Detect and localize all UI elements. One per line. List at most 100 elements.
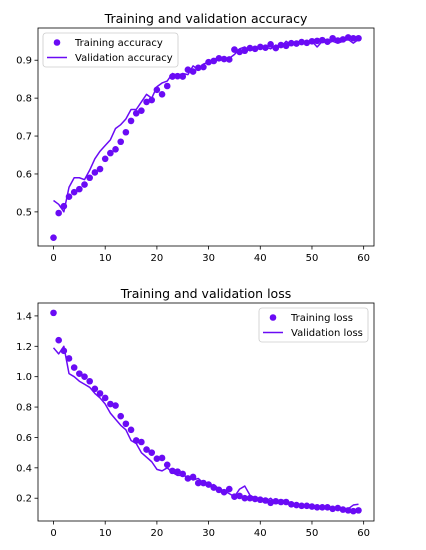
loss-training-point	[107, 400, 114, 408]
accuracy-training-point	[277, 41, 285, 49]
loss-training-point	[117, 412, 125, 420]
loss-training-point	[205, 481, 212, 488]
accuracy-training-point	[86, 174, 93, 182]
loss-training-point	[246, 494, 254, 502]
accuracy-training-point	[148, 96, 156, 104]
loss-training-point	[231, 493, 238, 500]
accuracy-training-point	[127, 117, 135, 125]
loss-legend-training-marker	[269, 314, 277, 321]
accuracy-training-point	[107, 149, 114, 157]
loss-training-point	[163, 461, 171, 469]
loss-training-point	[138, 438, 145, 446]
loss-training-point	[169, 467, 176, 475]
loss-training-point	[313, 504, 321, 511]
loss-training-point	[319, 504, 326, 511]
loss-training-point	[303, 502, 311, 510]
loss-x-tick-label: 60	[357, 528, 370, 539]
accuracy-training-point	[282, 42, 290, 50]
accuracy-chart-title: Training and validation accuracy	[104, 11, 308, 26]
accuracy-training-point	[132, 110, 140, 117]
loss-chart: Training and validation loss 0 10 20 30 40 50…	[16, 286, 375, 539]
accuracy-training-point	[122, 128, 130, 136]
accuracy-training-point	[60, 202, 68, 210]
loss-x-tick-label: 50	[306, 528, 319, 539]
loss-training-point	[298, 502, 305, 510]
loss-training-point	[210, 484, 218, 491]
accuracy-training-point	[225, 56, 233, 63]
loss-training-point	[143, 446, 150, 453]
accuracy-training-point	[303, 39, 311, 47]
loss-training-point	[86, 377, 93, 385]
accuracy-training-point	[334, 37, 342, 44]
loss-training-point	[179, 470, 187, 478]
accuracy-training-point	[236, 48, 243, 56]
accuracy-training-point	[174, 72, 181, 80]
accuracy-training-point	[158, 91, 166, 98]
accuracy-x-tick-label: 30	[202, 253, 215, 264]
accuracy-training-point	[256, 43, 264, 51]
loss-training-point	[158, 454, 166, 462]
loss-chart-marks	[50, 309, 362, 515]
accuracy-training-point	[319, 36, 326, 44]
loss-training-point	[148, 449, 156, 456]
loss-training-point	[220, 488, 228, 496]
loss-y-tick-label: 0.6	[16, 433, 32, 444]
loss-y-tick-label: 0.2	[16, 494, 32, 505]
loss-training-point	[96, 390, 104, 397]
loss-y-tick-label: 1.2	[16, 342, 32, 353]
loss-training-point	[70, 364, 78, 371]
loss-training-point	[189, 473, 197, 481]
loss-training-point	[127, 426, 135, 434]
accuracy-y-tick-label: 0.5	[16, 207, 32, 218]
accuracy-training-point	[350, 34, 357, 42]
loss-training-point	[50, 309, 57, 317]
accuracy-chart-legend: Training accuracy Validation accuracy	[42, 32, 179, 68]
accuracy-x-tick-label: 10	[99, 253, 112, 264]
accuracy-training-point	[163, 82, 171, 90]
accuracy-chart-frame	[37, 27, 375, 247]
loss-training-point	[91, 385, 99, 393]
accuracy-training-point	[293, 40, 300, 47]
loss-training-point	[101, 394, 109, 402]
loss-training-point	[112, 402, 119, 409]
loss-training-point	[174, 468, 181, 475]
accuracy-training-point	[246, 44, 254, 52]
loss-training-point	[293, 501, 300, 509]
loss-training-point	[65, 355, 73, 362]
loss-training-point	[324, 504, 331, 511]
accuracy-training-point	[324, 38, 331, 45]
accuracy-training-point	[308, 37, 316, 45]
accuracy-chart-marks	[50, 34, 362, 241]
accuracy-training-point	[138, 107, 145, 114]
loss-y-tick-label: 0.4	[16, 463, 32, 474]
accuracy-training-point	[169, 73, 176, 80]
accuracy-training-point	[179, 73, 187, 80]
loss-y-tick-label: 1.0	[16, 372, 32, 383]
accuracy-training-point	[272, 44, 280, 52]
loss-training-point	[184, 475, 192, 482]
loss-training-point	[60, 347, 68, 355]
loss-training-point	[329, 505, 336, 513]
loss-x-tick-label: 40	[254, 528, 267, 539]
loss-training-point	[344, 507, 352, 514]
accuracy-y-tick-label: 0.7	[16, 132, 32, 143]
accuracy-x-tick-label: 60	[357, 253, 370, 264]
accuracy-y-tick-label: 0.6	[16, 169, 32, 180]
loss-training-point	[55, 336, 62, 344]
loss-training-point	[262, 497, 269, 504]
loss-chart-legend: Training loss Validation loss	[258, 307, 369, 343]
accuracy-training-point	[339, 36, 347, 43]
accuracy-training-point	[112, 146, 119, 153]
loss-y-tick-label: 1.4	[16, 311, 32, 322]
loss-x-tick-label: 30	[202, 528, 215, 539]
accuracy-x-tick-label: 50	[306, 253, 319, 264]
loss-training-point	[76, 370, 83, 377]
loss-legend-validation-label: Validation loss	[291, 328, 363, 339]
loss-chart-ticks: 0 10 20 30 40 50 60 0.2 0.4 0.6 0.8 1.0 1.2 1.4	[16, 311, 370, 539]
loss-training-point	[81, 373, 88, 380]
accuracy-training-point	[344, 34, 352, 41]
accuracy-training-point	[262, 44, 269, 52]
accuracy-training-point	[329, 34, 336, 42]
loss-training-point	[236, 492, 243, 500]
